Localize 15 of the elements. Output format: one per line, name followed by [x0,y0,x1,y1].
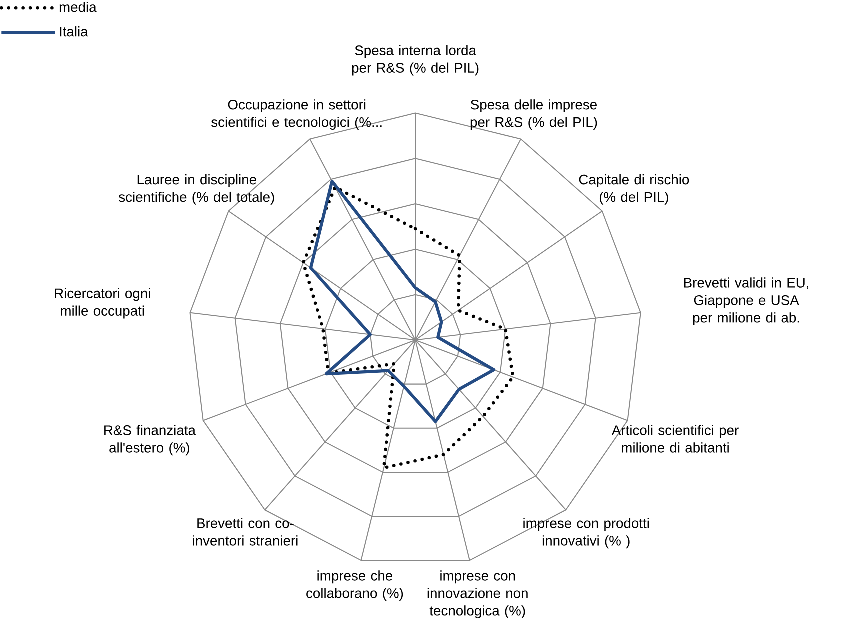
legend-label: media [60,2,97,12]
spoke-label: Brevetti validi in EU, Giappone e USA per milione di ab. [684,278,808,326]
spoke-label: imprese con innovazione non tecnologica (%) [428,570,528,619]
legend-label: Italia [60,26,88,37]
spoke-label: Lauree in discipline scientifiche (% del totale) [119,174,274,206]
spoke-label: R&S finanziata all'estero (%) [104,425,196,456]
spoke-label: Spesa delle imprese per R&S (% del PIL) [470,100,598,130]
spoke-label: imprese che collaborano (%) [306,570,404,602]
spoke-label: imprese con prodotti innovativi (% ) [524,518,650,549]
spoke-label: Spesa interna lorda per R&S (% del PIL) [352,46,479,76]
spoke-label: Articoli scientifici per milione di abitanti [612,425,739,454]
spoke-label: Capitale di rischio (% del PIL) [579,174,690,206]
spoke-label: Brevetti con co-inventori stranieri [193,518,298,546]
spoke-label: Ricercatori ogni mille occupati [55,288,150,319]
spoke-label: Occupazione in settori scientifici e tecnologici (%... [212,100,382,130]
